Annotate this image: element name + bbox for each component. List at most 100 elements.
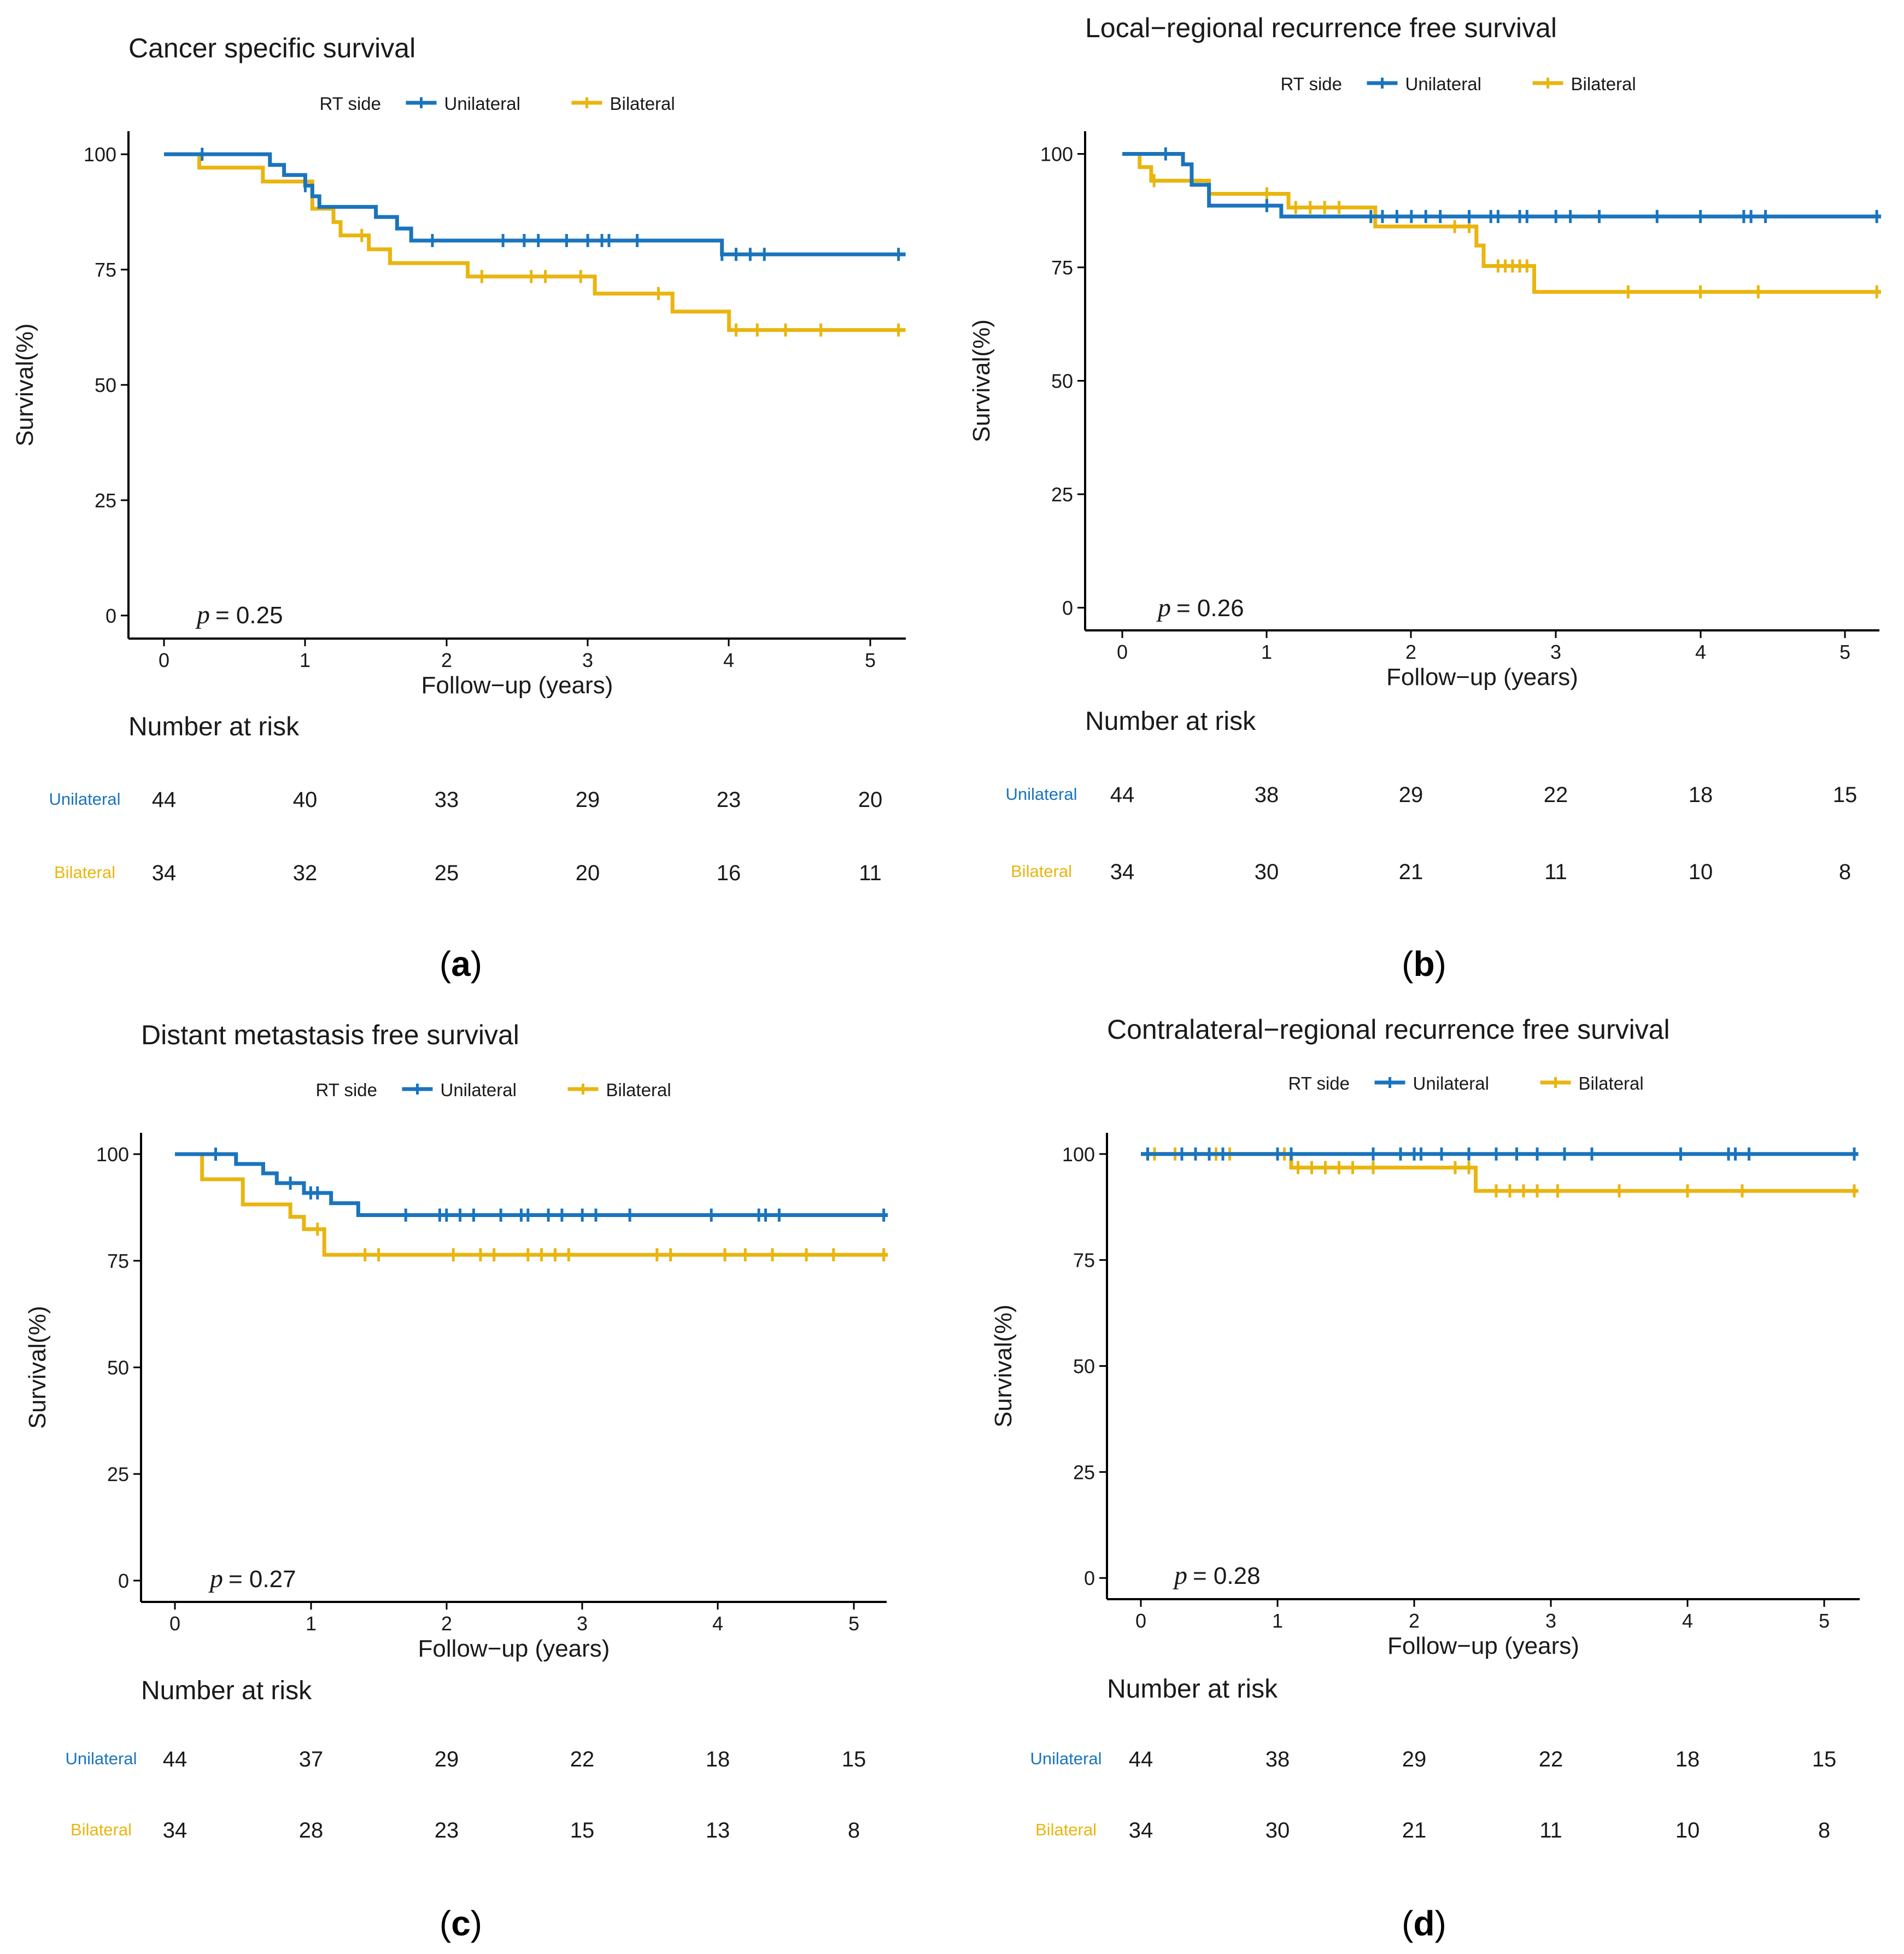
y-axis-label: Survival(%) [990, 1304, 1017, 1428]
y-tick-label: 0 [1062, 597, 1073, 619]
y-tick-label: 0 [106, 605, 116, 627]
risk-row-label-bilateral: Bilateral [1011, 862, 1072, 881]
risk-count-unilateral: 29 [435, 1747, 459, 1771]
risk-count-unilateral: 22 [570, 1747, 595, 1771]
risk-row-label-bilateral: Bilateral [1035, 1820, 1097, 1839]
risk-row-label-unilateral: Unilateral [49, 789, 121, 809]
legend-key-unilateral-icon [406, 97, 437, 108]
risk-count-bilateral: 34 [163, 1818, 188, 1842]
p-value: p = 0.26 [1156, 593, 1244, 622]
risk-count-unilateral: 15 [1833, 783, 1858, 807]
risk-count-unilateral: 44 [152, 788, 177, 812]
p-symbol: p [195, 600, 210, 629]
risk-count-unilateral: 37 [299, 1747, 324, 1771]
y-tick-label: 25 [95, 489, 116, 512]
risk-count-bilateral: 28 [299, 1818, 324, 1842]
risk-count-unilateral: 33 [435, 788, 459, 812]
x-tick-label: 5 [1819, 1610, 1830, 1632]
risk-count-bilateral: 32 [293, 861, 318, 885]
legend-label-unilateral: Unilateral [1413, 1073, 1489, 1093]
x-axis-label: Follow−up (years) [418, 1635, 610, 1662]
x-tick-label: 1 [1261, 641, 1272, 663]
risk-count-unilateral: 38 [1266, 1747, 1290, 1771]
risk-row-label-unilateral: Unilateral [1006, 785, 1077, 804]
km-curve-unilateral [1122, 152, 1882, 219]
risk-table-title: Number at risk [1107, 1675, 1278, 1704]
risk-count-bilateral: 8 [1818, 1818, 1830, 1842]
risk-count-bilateral: 34 [1110, 860, 1135, 884]
y-tick-label: 75 [1073, 1249, 1095, 1272]
x-tick-label: 3 [577, 1612, 588, 1635]
risk-count-unilateral: 29 [576, 788, 600, 812]
legend-label-bilateral: Bilateral [610, 93, 675, 114]
y-tick-label: 25 [1051, 483, 1073, 506]
risk-count-bilateral: 34 [1129, 1818, 1153, 1842]
risk-count-bilateral: 30 [1266, 1818, 1290, 1842]
risk-count-unilateral: 15 [842, 1747, 866, 1771]
legend-title: RT side [1281, 74, 1343, 94]
legend: RT side Unilateral Bilateral [1281, 74, 1636, 94]
risk-table-title: Number at risk [1085, 707, 1256, 736]
p-number: = 0.26 [1176, 595, 1244, 622]
risk-count-bilateral: 34 [152, 861, 177, 885]
km-panel-c: Distant metastasis free survival RT side U… [24, 1020, 888, 1943]
risk-count-unilateral: 18 [706, 1747, 730, 1771]
x-tick-label: 4 [712, 1612, 723, 1635]
legend: RT side Unilateral Bilateral [316, 1080, 671, 1100]
p-number: = 0.28 [1193, 1563, 1261, 1589]
risk-count-bilateral: 13 [706, 1818, 730, 1842]
y-tick-label: 50 [107, 1356, 129, 1379]
p-symbol: p [1173, 1561, 1187, 1590]
x-tick-label: 5 [848, 1612, 859, 1635]
y-axis-label: Survival(%) [11, 324, 38, 447]
panel-label: (b) [1402, 944, 1446, 984]
legend-key-unilateral-icon [402, 1084, 433, 1095]
x-tick-label: 1 [306, 1612, 317, 1635]
legend-label-bilateral: Bilateral [606, 1080, 671, 1100]
y-tick-label: 75 [107, 1250, 129, 1272]
x-tick-label: 3 [1545, 1610, 1556, 1632]
panel-title: Contralateral−regional recurrence free s… [1107, 1014, 1670, 1045]
legend-label-unilateral: Unilateral [444, 93, 520, 114]
legend-label-bilateral: Bilateral [1571, 74, 1636, 94]
p-symbol: p [208, 1564, 223, 1593]
risk-count-bilateral: 21 [1402, 1818, 1427, 1842]
risk-count-unilateral: 18 [1675, 1747, 1700, 1771]
risk-count-bilateral: 8 [848, 1818, 860, 1842]
km-panel-b: Local−regional recurrence free survival R… [968, 13, 1882, 984]
risk-count-unilateral: 44 [1129, 1747, 1153, 1771]
x-tick-label: 4 [723, 649, 734, 671]
km-curve-unilateral [164, 152, 906, 256]
x-tick-label: 4 [1682, 1610, 1693, 1632]
risk-count-bilateral: 15 [570, 1818, 595, 1842]
x-tick-label: 0 [1117, 641, 1128, 663]
p-value: p = 0.25 [195, 600, 283, 629]
risk-count-bilateral: 10 [1675, 1818, 1700, 1842]
x-tick-label: 0 [169, 1612, 180, 1635]
risk-count-bilateral: 16 [717, 861, 741, 885]
x-tick-label: 2 [441, 649, 452, 671]
legend: RT side Unilateral Bilateral [320, 93, 675, 114]
risk-row-label-bilateral: Bilateral [71, 1820, 132, 1839]
risk-count-bilateral: 11 [1544, 860, 1567, 884]
x-axis-label: Follow−up (years) [1386, 664, 1578, 691]
legend-label-bilateral: Bilateral [1579, 1073, 1644, 1093]
km-curve-bilateral [175, 1152, 888, 1257]
risk-count-bilateral: 25 [435, 861, 459, 885]
risk-count-unilateral: 15 [1812, 1747, 1837, 1771]
risk-count-unilateral: 20 [858, 788, 883, 812]
risk-count-bilateral: 30 [1255, 860, 1279, 884]
panel-label: (d) [1402, 1904, 1446, 1943]
y-tick-label: 75 [1051, 256, 1073, 279]
risk-count-bilateral: 8 [1839, 860, 1851, 884]
y-tick-label: 50 [1073, 1355, 1095, 1378]
legend-key-bilateral-icon [571, 97, 602, 108]
x-axis-label: Follow−up (years) [1387, 1633, 1579, 1659]
legend-key-bilateral-icon [567, 1084, 599, 1095]
x-tick-label: 4 [1695, 641, 1706, 663]
risk-table-title: Number at risk [141, 1676, 312, 1705]
y-tick-label: 50 [95, 374, 116, 396]
p-number: = 0.25 [215, 602, 283, 629]
